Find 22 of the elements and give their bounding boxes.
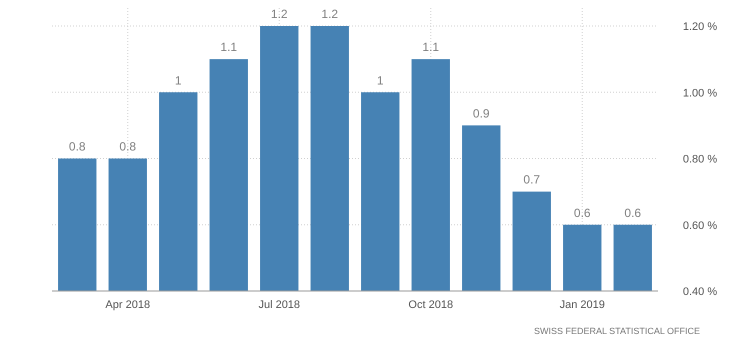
data-label: 1.1 <box>220 40 238 54</box>
data-label: 0.6 <box>574 206 591 220</box>
x-tick-label: Apr 2018 <box>105 299 150 311</box>
data-label: 1 <box>376 73 384 88</box>
data-label: 0.6 <box>624 206 642 220</box>
data-label: 0.8 <box>68 140 86 154</box>
data-label: 0.7 <box>523 172 540 187</box>
x-tick-label: Oct 2018 <box>408 299 454 311</box>
y-tick-label: 0.80 % <box>682 154 718 166</box>
y-tick-label: 0.40 % <box>682 286 718 298</box>
text: SWISS FEDERAL STATISTICAL OFFICE <box>534 326 700 336</box>
x-tick-label: Jan 2019 <box>560 299 605 311</box>
y-tick-label: 1.00 % <box>682 87 718 100</box>
y-tick-label: 0.60 % <box>682 220 718 232</box>
data-label: 1.2 <box>321 7 338 21</box>
x-tick-label: Jul 2018 <box>258 299 300 311</box>
data-label: 0.8 <box>119 140 136 154</box>
data-label: 1.1 <box>422 40 440 54</box>
data-label: 1 <box>174 73 182 88</box>
y-tick-label: 1.20 % <box>682 21 718 33</box>
data-label: 1.2 <box>270 7 288 21</box>
data-label: 0.9 <box>472 106 490 120</box>
